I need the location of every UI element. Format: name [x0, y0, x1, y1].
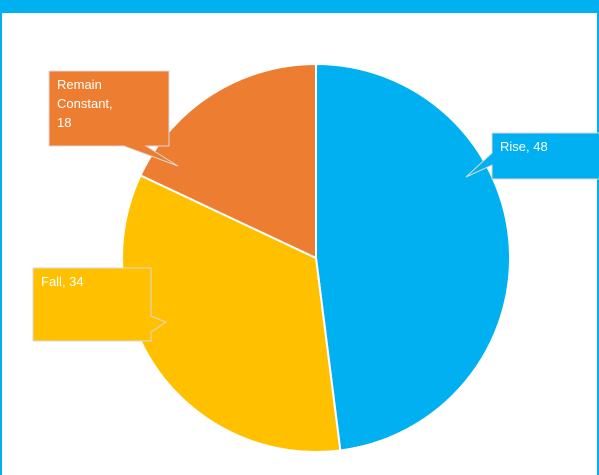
data-label-rise: Rise, 48 — [465, 132, 599, 180]
callout-text: Rise, 48 — [500, 139, 548, 154]
data-label-fall: Fall, 34 — [32, 267, 168, 342]
pie-callouts: Rise, 48 Fall, 34 Remain Constant, 18 — [32, 70, 599, 342]
callout-text-line: Rise, 48 — [500, 139, 548, 154]
callout-text-line: Fall, 34 — [41, 274, 84, 289]
callout-text-line: Remain — [57, 77, 102, 92]
data-label-remain-constant: Remain Constant, 18 — [48, 70, 179, 167]
callout-box — [465, 132, 599, 180]
pie-slice-rise — [315, 62, 511, 452]
callout-box — [48, 70, 179, 167]
callout-text-line: 18 — [57, 115, 71, 130]
chart-top-bar — [0, 0, 599, 13]
callout-text: Fall, 34 — [41, 274, 84, 289]
callout-box — [32, 267, 168, 342]
pie-slices — [121, 62, 511, 453]
callout-text: Remain Constant, 18 — [57, 77, 113, 130]
callout-text-line: Constant, — [57, 96, 113, 111]
pie-slice-remain-constant — [139, 62, 317, 260]
